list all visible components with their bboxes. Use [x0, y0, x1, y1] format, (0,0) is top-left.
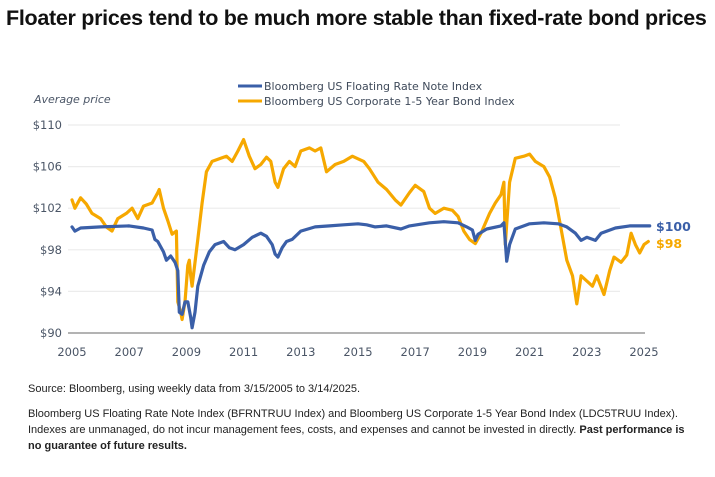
- y-tick-label: $102: [33, 201, 62, 215]
- y-axis-label: Average price: [33, 93, 111, 106]
- disclaimer-text: Bloomberg US Floating Rate Note Index (B…: [28, 408, 678, 436]
- x-axis-ticks: 2005 2007 2009 2011 2013 2015 2017 2019 2021 2023…: [57, 345, 658, 359]
- x-tick-label: 2025: [629, 345, 658, 359]
- series-lines: [70, 138, 652, 330]
- x-tick-label: 2019: [458, 345, 487, 359]
- x-tick-label: 2009: [172, 345, 201, 359]
- chart-notes: Source: Bloomberg, using weekly data fro…: [28, 381, 698, 463]
- x-tick-label: 2017: [401, 345, 430, 359]
- series-line-0: [70, 220, 652, 330]
- y-tick-label: $106: [33, 160, 62, 174]
- end-labels: $100 $98: [656, 219, 691, 251]
- x-tick-label: 2011: [229, 345, 258, 359]
- x-tick-label: 2007: [115, 345, 144, 359]
- source-note: Source: Bloomberg, using weekly data fro…: [28, 383, 361, 395]
- x-tick-label: 2015: [343, 345, 372, 359]
- x-tick-label: 2005: [57, 345, 86, 359]
- y-axis-ticks: $90 $94 $98 $102 $106 $110: [33, 118, 62, 340]
- legend-label-0: Bloomberg US Floating Rate Note Index: [264, 80, 483, 93]
- chart-title: Floater prices tend to be much more stab…: [6, 6, 707, 30]
- end-label-1: $98: [656, 236, 682, 251]
- y-tick-label: $90: [40, 326, 62, 340]
- gridlines: [68, 124, 620, 292]
- x-tick-label: 2021: [515, 345, 544, 359]
- line-chart: $90$94$98$102$106$110 2005 2007 2009 2011 20…: [33, 80, 691, 359]
- x-tick-label: 2023: [572, 345, 601, 359]
- legend: Bloomberg US Floating Rate Note Index Blo…: [238, 80, 515, 108]
- y-tick-label: $110: [33, 118, 62, 132]
- disclaimer-bold: Past performance is no guarantee of futu…: [28, 424, 685, 452]
- end-label-0: $100: [656, 219, 691, 234]
- legend-label-1: Bloomberg US Corporate 1-5 Year Bond Ind…: [264, 95, 515, 108]
- y-tick-label: $98: [40, 243, 62, 257]
- x-tick-label: 2013: [286, 345, 315, 359]
- disclaimer-note: Bloomberg US Floating Rate Note Index (B…: [28, 406, 698, 454]
- y-tick-label: $94: [40, 284, 62, 298]
